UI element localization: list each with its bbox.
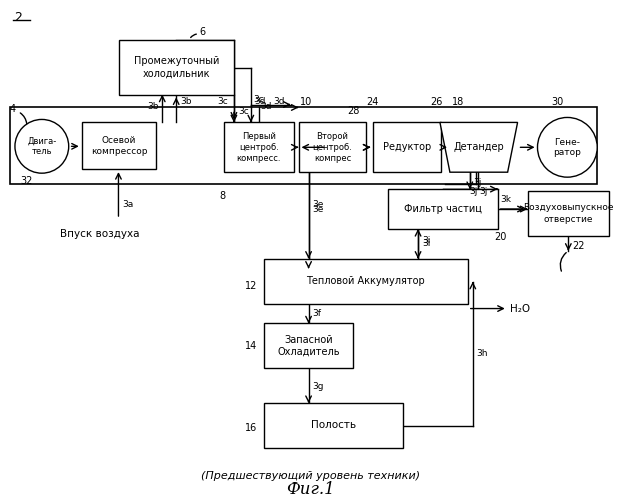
Text: 22: 22	[572, 241, 585, 251]
Text: 26: 26	[430, 96, 442, 106]
Text: 3h: 3h	[475, 349, 487, 358]
Text: 6: 6	[199, 27, 205, 37]
Text: 3a: 3a	[122, 200, 134, 208]
Bar	[264, 259, 468, 304]
Text: 3g: 3g	[313, 382, 324, 390]
Text: 3k: 3k	[500, 194, 512, 203]
Text: 3j: 3j	[473, 178, 481, 186]
Text: 3c: 3c	[253, 95, 263, 104]
Bar	[10, 108, 597, 184]
Text: 14: 14	[245, 342, 257, 351]
Text: Тепловой Аккумулятор: Тепловой Аккумулятор	[306, 276, 425, 286]
Text: Первый
центроб.
компресс.: Первый центроб. компресс.	[236, 132, 281, 163]
Bar	[388, 189, 498, 229]
Text: Запасной
Охладитель: Запасной Охладитель	[277, 334, 340, 357]
Text: 3c: 3c	[238, 107, 248, 116]
Text: 16: 16	[245, 423, 257, 433]
Bar	[527, 191, 609, 236]
Bar	[224, 122, 294, 172]
Bar	[82, 122, 156, 169]
Bar	[373, 122, 441, 172]
Text: Осевой
компрессор: Осевой компрессор	[90, 136, 147, 156]
Text: 12: 12	[245, 280, 257, 290]
Text: Промежуточный
холодильник: Промежуточный холодильник	[134, 56, 220, 78]
Text: Редуктор: Редуктор	[383, 142, 431, 152]
Text: Полость: Полость	[311, 420, 356, 430]
Text: Двига-
тель: Двига- тель	[27, 136, 56, 156]
Text: 18: 18	[452, 96, 464, 106]
Bar	[119, 40, 234, 94]
Text: 3i: 3i	[422, 236, 431, 246]
Bar	[264, 403, 403, 448]
Text: 30: 30	[552, 96, 563, 106]
Text: 24: 24	[366, 96, 379, 106]
Text: (Предшествующий уровень техники): (Предшествующий уровень техники)	[201, 471, 420, 481]
Text: 3d: 3d	[254, 97, 265, 106]
Text: Второй
центроб.
компрес: Второй центроб. компрес	[313, 132, 353, 163]
Text: 3e: 3e	[313, 204, 324, 214]
Text: 32: 32	[20, 176, 32, 186]
Text: 4: 4	[10, 104, 16, 115]
Text: 3e: 3e	[313, 200, 324, 208]
Circle shape	[537, 118, 597, 177]
Text: Воздуховыпускное
отверстие: Воздуховыпускное отверстие	[523, 204, 613, 224]
Text: 3d: 3d	[260, 102, 271, 111]
Text: 3j: 3j	[480, 186, 488, 196]
Text: Детандер: Детандер	[454, 142, 504, 152]
Text: 3i: 3i	[422, 240, 431, 248]
Text: Фильтр частиц: Фильтр частиц	[404, 204, 482, 214]
Bar	[264, 324, 353, 368]
Text: 28: 28	[348, 106, 360, 117]
Text: Впуск воздуха: Впуск воздуха	[60, 229, 139, 239]
Text: 3f: 3f	[313, 309, 321, 318]
Circle shape	[15, 120, 69, 173]
Text: 3b: 3b	[147, 102, 159, 111]
Bar	[299, 122, 366, 172]
Text: 20: 20	[495, 232, 507, 242]
Text: 3d: 3d	[274, 97, 285, 106]
Text: H₂O: H₂O	[510, 304, 530, 314]
Text: 2: 2	[14, 12, 22, 24]
Polygon shape	[440, 122, 517, 172]
Text: 3j: 3j	[469, 186, 477, 196]
Text: Фиг.1: Фиг.1	[286, 481, 335, 498]
Text: 3c: 3c	[217, 97, 228, 106]
Text: Гене-
ратор: Гене- ратор	[553, 138, 582, 157]
Text: 3b: 3b	[180, 97, 192, 106]
Text: 10: 10	[300, 96, 312, 106]
Text: 8: 8	[219, 191, 225, 201]
